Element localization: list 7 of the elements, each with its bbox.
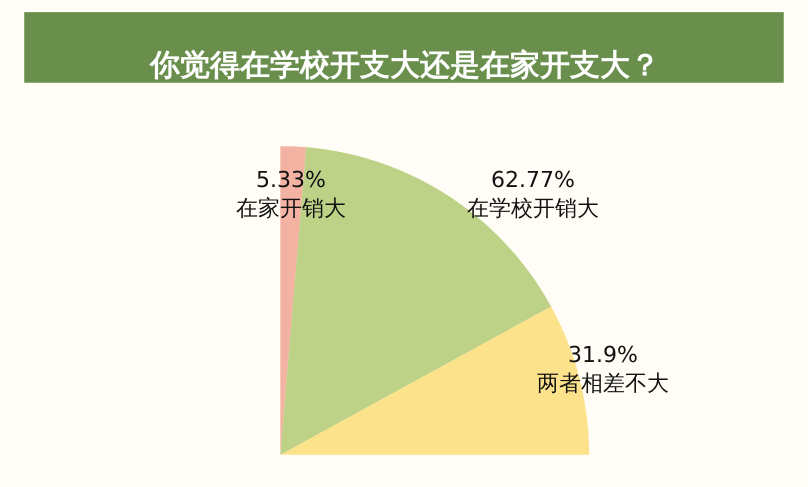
chart-title: 你觉得在学校开支大还是在家开支大？	[148, 48, 660, 83]
slice-label: 在学校开销大	[467, 196, 599, 222]
slice-label: 在家开销大	[236, 196, 346, 222]
data-label: 5.33%	[256, 168, 326, 193]
data-label: 62.77%	[491, 168, 575, 193]
slice-label: 两者相差不大	[537, 372, 669, 397]
data-label: 31.9%	[568, 343, 638, 368]
